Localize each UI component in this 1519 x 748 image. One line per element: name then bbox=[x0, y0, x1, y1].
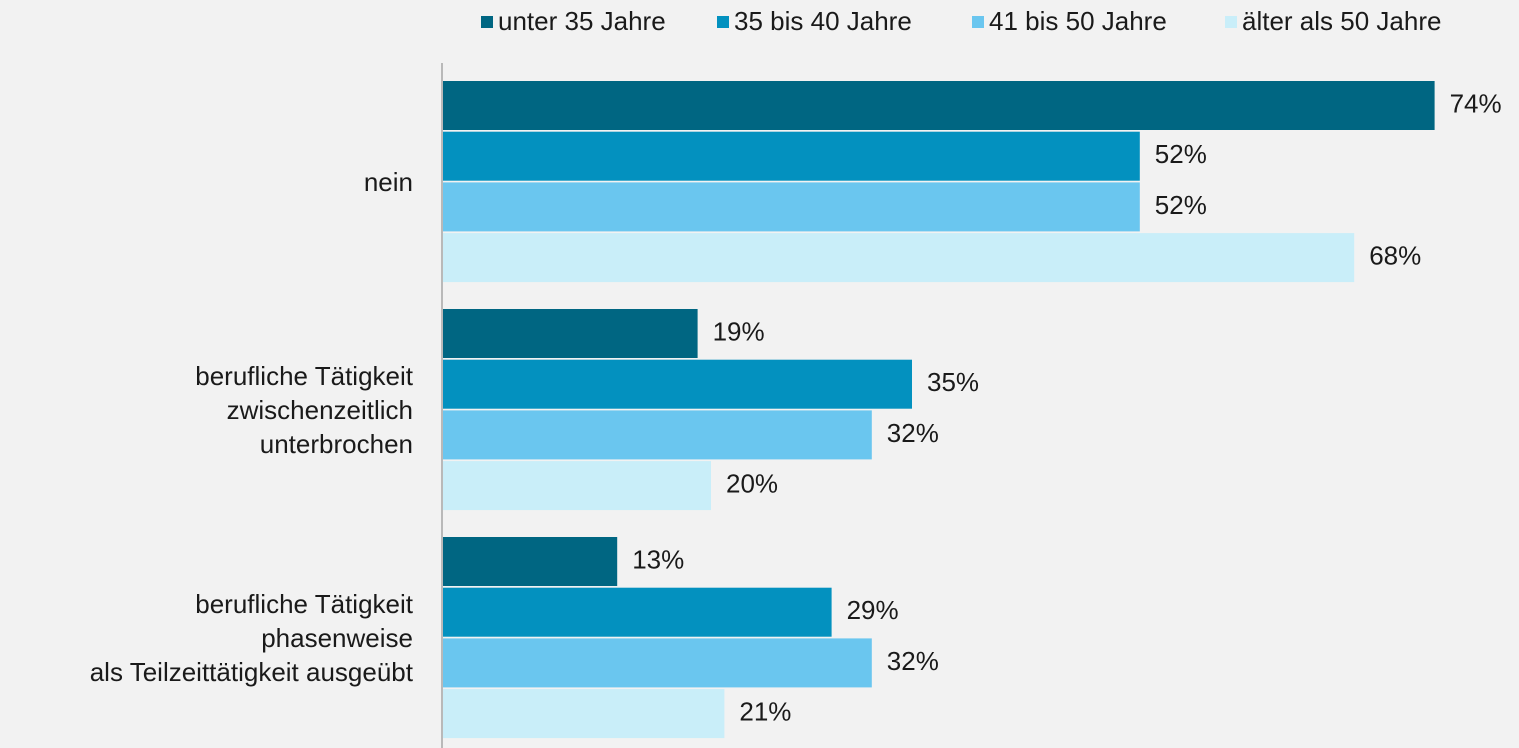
value-label: 35% bbox=[927, 367, 979, 397]
value-label: 32% bbox=[887, 646, 939, 676]
value-label: 29% bbox=[847, 595, 899, 625]
legend-label: 41 bis 50 Jahre bbox=[989, 6, 1167, 36]
legend-swatch bbox=[717, 16, 729, 28]
value-label: 74% bbox=[1450, 88, 1502, 118]
legend-label: 35 bis 40 Jahre bbox=[734, 6, 912, 36]
bar bbox=[443, 638, 872, 688]
legend-swatch bbox=[972, 16, 984, 28]
bar bbox=[443, 587, 832, 637]
category-label: berufliche Tätigkeit zwischenzeitlich un… bbox=[195, 361, 413, 460]
category-label: berufliche Tätigkeit phasenweise als Tei… bbox=[89, 589, 413, 688]
value-label: 52% bbox=[1155, 190, 1207, 220]
bar bbox=[443, 410, 872, 460]
legend-label: älter als 50 Jahre bbox=[1242, 6, 1441, 36]
bar bbox=[443, 309, 698, 358]
bar bbox=[443, 182, 1140, 232]
value-label: 19% bbox=[713, 316, 765, 346]
bar bbox=[443, 537, 618, 586]
bar bbox=[443, 461, 711, 511]
value-label: 13% bbox=[632, 544, 684, 574]
bar bbox=[443, 359, 912, 409]
legend-swatch bbox=[1225, 16, 1237, 28]
value-label: 21% bbox=[739, 696, 791, 726]
value-label: 20% bbox=[726, 468, 778, 498]
legend-label: unter 35 Jahre bbox=[498, 6, 666, 36]
bar bbox=[443, 689, 725, 739]
bar bbox=[443, 81, 1435, 130]
value-label: 32% bbox=[887, 418, 939, 448]
legend-swatch bbox=[481, 16, 493, 28]
bar bbox=[443, 131, 1140, 181]
category-label: nein bbox=[363, 167, 413, 198]
value-label: 52% bbox=[1155, 139, 1207, 169]
bar bbox=[443, 233, 1355, 283]
value-label: 68% bbox=[1369, 240, 1421, 270]
